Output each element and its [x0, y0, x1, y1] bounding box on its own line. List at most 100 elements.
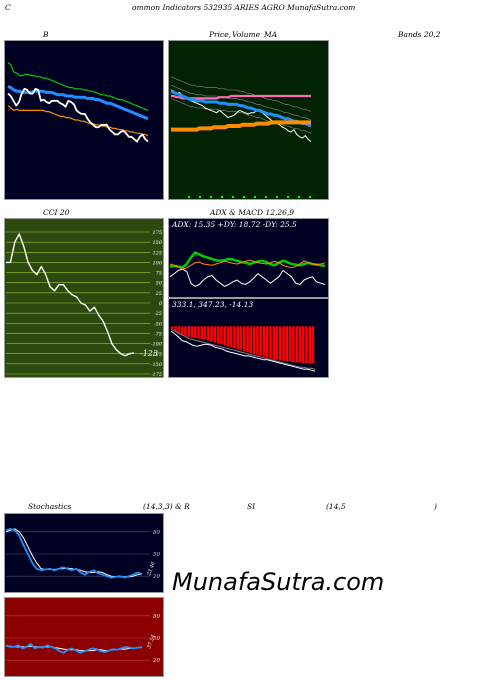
- macd-histogram-bar: [311, 326, 315, 364]
- cci-tick-label: 125: [152, 250, 162, 256]
- macd-histogram-bar: [252, 326, 256, 354]
- volume-bar: [309, 196, 311, 198]
- macd-histogram-bar: [223, 326, 226, 346]
- macd-histogram-bar: [171, 326, 174, 329]
- macd-histogram-bar: [305, 326, 308, 364]
- adx-stats-text: ADX: 15.35 +DY: 18.72 -DY: 25.5: [171, 220, 297, 229]
- price-label: Price,: [209, 30, 232, 39]
- panel-background: [4, 218, 164, 378]
- macd-histogram-bar: [279, 326, 282, 361]
- cci-panel: 175 150 125 100 75 50 25 0 -25 -50 -75 -100 -125 -150…: [4, 218, 164, 378]
- macd-histogram-bar: [292, 326, 295, 363]
- cci-tick-label: -150: [151, 362, 163, 368]
- volume-bar: [232, 196, 234, 198]
- macd-histogram-bar: [239, 326, 243, 351]
- cci-tick-label: -75: [154, 331, 162, 337]
- bollinger-upper-line: [7, 61, 149, 111]
- macd-histogram-bar: [193, 326, 197, 339]
- volume-bar: [276, 196, 278, 198]
- macd-histogram-bar: [308, 326, 312, 364]
- cci-tick-label: 75: [156, 271, 162, 277]
- macd-signal-line: [170, 328, 316, 370]
- bollinger-middle-line: [7, 85, 149, 121]
- stoch-last-value-label: 23.46: [146, 560, 157, 577]
- panel-background: [168, 40, 329, 200]
- cci-last-value-label: -123: [140, 349, 158, 358]
- rsi-label: SI: [247, 502, 256, 511]
- panel-background: [4, 597, 164, 677]
- macd-histogram-bar: [282, 326, 285, 361]
- price-close-line: [170, 89, 312, 142]
- volume-bar: [221, 196, 223, 198]
- rsi-panel: 80 50 20 37.54: [4, 597, 164, 677]
- macd-histogram-bar: [269, 326, 272, 359]
- cci-tick-label: 175: [152, 230, 162, 236]
- price-ma_long-line: [171, 120, 311, 132]
- macd-histogram-bar: [184, 326, 187, 336]
- macd-panel: 333.1, 347.23, -14.13: [168, 298, 329, 378]
- macd-histogram-bar: [200, 326, 204, 340]
- rsi-tick-label: 50: [153, 636, 160, 642]
- cci-tick-label: 100: [152, 260, 162, 266]
- macd-histogram-bar: [203, 326, 207, 340]
- macd-histogram-bar: [207, 326, 210, 341]
- macd-histogram-bar: [288, 326, 292, 362]
- macd-histogram-bar: [246, 326, 249, 353]
- adx-minus_di-line: [169, 259, 326, 270]
- price-ma-panel: [168, 40, 329, 200]
- volume-bar: [243, 196, 245, 198]
- bands-label: Bands 20,2: [398, 30, 441, 39]
- rsi-tick-label: 80: [153, 614, 160, 620]
- macd-histogram-bar: [229, 326, 233, 348]
- price-envelope-line: [170, 84, 312, 121]
- volume-bar: [210, 196, 212, 198]
- macd-histogram-bar: [197, 326, 200, 339]
- macd-histogram-bar: [213, 326, 217, 343]
- macd-histogram-bar: [285, 326, 289, 362]
- watermark: MunafaSutra.com: [172, 568, 385, 596]
- adx-plus_di-line: [169, 268, 326, 287]
- stoch-k-line: [5, 527, 143, 579]
- macd-histogram-bar: [220, 326, 223, 345]
- volume-bar: [287, 196, 289, 198]
- price-envelope-line: [170, 98, 312, 134]
- rsi-params-label: (14,5: [326, 502, 346, 511]
- macd-histogram-bar: [298, 326, 302, 363]
- cci-line: [6, 233, 135, 357]
- macd-histogram-bar: [275, 326, 279, 360]
- macd-histogram-bar: [236, 326, 240, 350]
- macd-histogram-bar: [243, 326, 246, 352]
- price-envelope-line: [170, 76, 312, 112]
- macd-histogram-bar: [259, 326, 262, 356]
- macd-macd-line: [170, 330, 316, 372]
- bollinger-close-line: [7, 87, 149, 143]
- rsi-last-value-label: 37.54: [146, 634, 157, 650]
- cci-tick-label: -175: [151, 372, 162, 378]
- bollinger-panel: [4, 40, 164, 200]
- macd-histogram-bar: [295, 326, 298, 363]
- cci-tick-label: -25: [154, 311, 162, 317]
- volume-bar: [298, 196, 300, 198]
- cci-tick-label: -125: [151, 352, 162, 358]
- macd-histogram-bar: [226, 326, 230, 347]
- adx-adx-line: [169, 251, 326, 269]
- macd-histogram-bar: [177, 326, 181, 333]
- stoch-params-label: (14,3,3) & R: [143, 502, 190, 511]
- volume-bar: [254, 196, 256, 198]
- stoch-tick-label: 80: [153, 530, 160, 536]
- panel-background: [4, 40, 164, 200]
- volume-bar: [199, 196, 201, 198]
- bollinger-label-b: B: [43, 30, 49, 39]
- macd-histogram-bar: [256, 326, 259, 355]
- macd-histogram-bar: [216, 326, 220, 344]
- adx-panel: ADX: 15.35 +DY: 18.72 -DY: 25.5: [168, 218, 329, 298]
- volume-label: Volume: [232, 30, 261, 39]
- price-ma20-line: [170, 89, 312, 128]
- macd-histogram-bar: [301, 326, 305, 363]
- cci-tick-label: -100: [151, 342, 163, 348]
- rsi-tick-label: 20: [152, 658, 160, 664]
- macd-stats-text: 333.1, 347.23, -14.13: [172, 300, 253, 309]
- macd-histogram-bar: [174, 326, 177, 332]
- macd-histogram-bar: [233, 326, 236, 349]
